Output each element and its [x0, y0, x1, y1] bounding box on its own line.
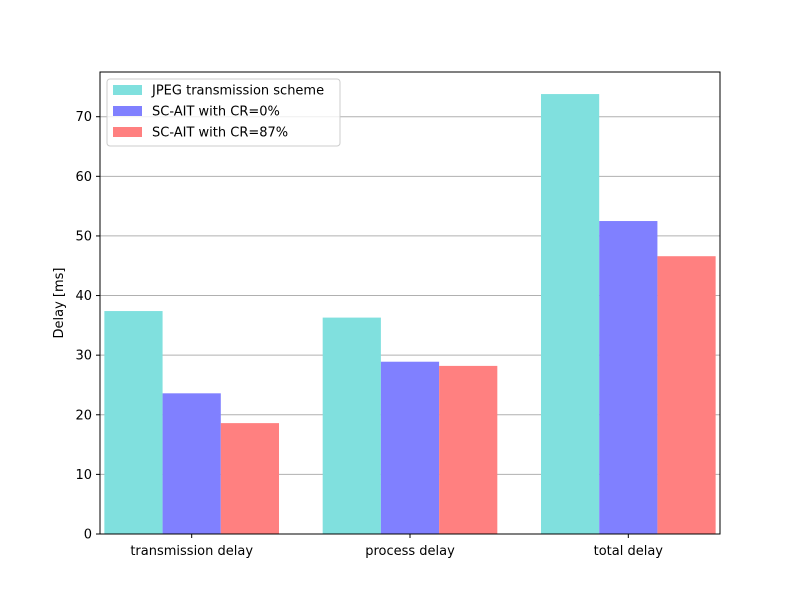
bar [220, 423, 280, 534]
bar [162, 393, 221, 534]
x-axis-ticks: transmission delay process delay total del… [130, 534, 663, 559]
legend-label: SC-AIT with CR=87% [152, 126, 288, 141]
legend: JPEG transmission scheme SC-AIT with CR=0… [106, 78, 341, 147]
legend-swatch [113, 85, 142, 95]
y-tick-label: 0 [84, 528, 92, 543]
y-tick-label: 40 [75, 289, 92, 304]
x-tick-label: total delay [594, 544, 664, 559]
bar [322, 317, 381, 534]
legend-swatch [113, 106, 142, 116]
bar [439, 365, 498, 534]
y-tick-label: 10 [75, 468, 92, 483]
bar [380, 361, 440, 534]
legend-box [106, 78, 341, 147]
y-tick-label: 50 [75, 229, 92, 244]
y-axis-ticks: 0 10 20 30 40 50 60 70 [75, 110, 100, 543]
bar [657, 256, 716, 534]
legend-label: JPEG transmission scheme [151, 84, 324, 99]
y-axis-label: Delay [ms] [52, 268, 67, 339]
x-tick-label: transmission delay [130, 544, 253, 559]
y-tick-label: 30 [75, 349, 92, 364]
legend-label: SC-AIT with CR=0% [152, 105, 280, 120]
y-tick-label: 60 [75, 170, 92, 185]
legend-entries: JPEG transmission scheme SC-AIT with CR=0… [113, 84, 324, 141]
x-tick-label: process delay [365, 544, 455, 559]
y-tick-label: 70 [75, 110, 92, 125]
bar [540, 94, 600, 535]
legend-swatch [113, 127, 142, 137]
bar [104, 311, 163, 534]
bars [104, 94, 716, 535]
y-tick-label: 20 [75, 408, 92, 423]
bar [599, 221, 658, 534]
